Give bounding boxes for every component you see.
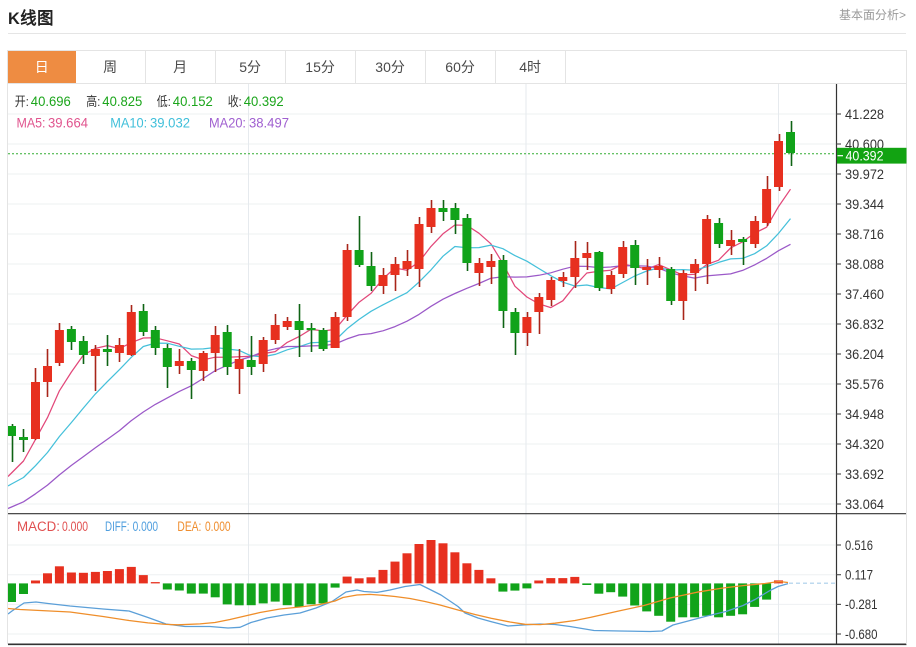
svg-text:38.088: 38.088 bbox=[845, 256, 884, 272]
svg-text:33.064: 33.064 bbox=[845, 496, 884, 512]
svg-text:39.032: 39.032 bbox=[150, 114, 190, 130]
svg-text:37.460: 37.460 bbox=[845, 286, 884, 302]
svg-text:36.832: 36.832 bbox=[845, 316, 884, 332]
svg-text:-0.680: -0.680 bbox=[845, 626, 878, 642]
svg-text:36.204: 36.204 bbox=[845, 346, 884, 362]
svg-text:40.825: 40.825 bbox=[102, 93, 142, 109]
svg-text:34.948: 34.948 bbox=[845, 406, 884, 422]
svg-text:38.716: 38.716 bbox=[845, 226, 884, 242]
svg-text:39.972: 39.972 bbox=[845, 166, 884, 182]
svg-text:40.392: 40.392 bbox=[244, 93, 284, 109]
svg-text:MA5:: MA5: bbox=[17, 115, 46, 130]
svg-text:开:: 开: bbox=[15, 94, 29, 109]
svg-text:40.152: 40.152 bbox=[173, 93, 213, 109]
svg-text:0.516: 0.516 bbox=[845, 537, 873, 553]
svg-text:39.664: 39.664 bbox=[48, 114, 88, 130]
svg-text:MA10:: MA10: bbox=[110, 115, 147, 130]
svg-text:33.692: 33.692 bbox=[845, 466, 884, 482]
svg-text:DIFF:: DIFF: bbox=[105, 519, 130, 534]
svg-text:高:: 高: bbox=[86, 94, 100, 109]
svg-text:0.000: 0.000 bbox=[62, 518, 88, 534]
svg-text:收:: 收: bbox=[228, 94, 242, 109]
svg-text:34.320: 34.320 bbox=[845, 436, 884, 452]
svg-text:0.000: 0.000 bbox=[133, 518, 159, 534]
svg-text:40.696: 40.696 bbox=[31, 93, 71, 109]
svg-text:0.117: 0.117 bbox=[845, 567, 873, 583]
svg-text:38.497: 38.497 bbox=[249, 114, 289, 130]
svg-text:MA20:: MA20: bbox=[209, 115, 246, 130]
svg-text:39.344: 39.344 bbox=[845, 196, 884, 212]
svg-text:35.576: 35.576 bbox=[845, 376, 884, 392]
svg-text:-0.281: -0.281 bbox=[845, 596, 878, 612]
svg-text:41.228: 41.228 bbox=[845, 106, 884, 122]
svg-text:低:: 低: bbox=[157, 94, 171, 109]
svg-text:DEA:: DEA: bbox=[177, 519, 201, 534]
svg-text:0.000: 0.000 bbox=[205, 518, 231, 534]
svg-text:MACD:: MACD: bbox=[17, 519, 60, 534]
svg-text:40.392: 40.392 bbox=[846, 148, 884, 164]
